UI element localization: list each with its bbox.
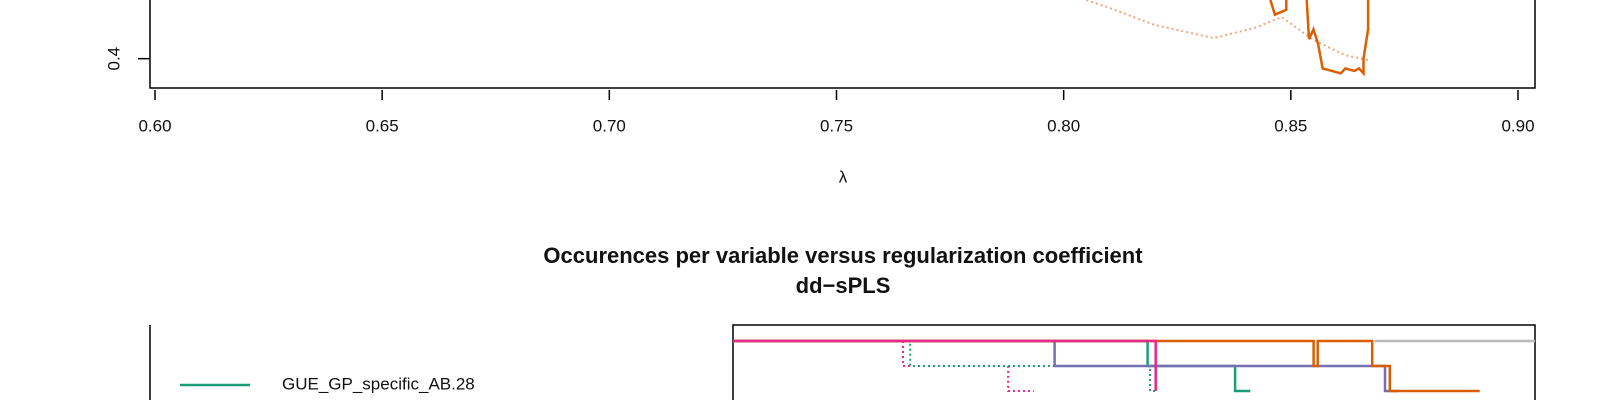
inset-box <box>732 324 1536 400</box>
x-tick-label: 0.80 <box>1047 116 1080 135</box>
series-line <box>733 339 1480 393</box>
x-tick-label: 0.85 <box>1274 116 1307 135</box>
series-line <box>1269 0 1370 77</box>
x-tick-label: 0.70 <box>593 116 626 135</box>
x-tick-label: 0.65 <box>366 116 399 135</box>
x-tick-label: 0.75 <box>820 116 853 135</box>
chart-title: Occurences per variable versus regulariz… <box>543 243 1143 268</box>
x-axis-label: λ <box>839 167 848 186</box>
top-plot-box <box>149 0 1536 89</box>
series-line <box>1086 0 1369 62</box>
y-tick-label: 0.4 <box>104 47 123 71</box>
legend-label: GUE_GP_specific_AB.28 <box>282 374 475 393</box>
x-tick-label: 0.90 <box>1501 116 1534 135</box>
chart-subtitle: dd−sPLS <box>796 273 891 298</box>
series-line <box>733 339 1157 391</box>
x-tick-label: 0.60 <box>138 116 171 135</box>
